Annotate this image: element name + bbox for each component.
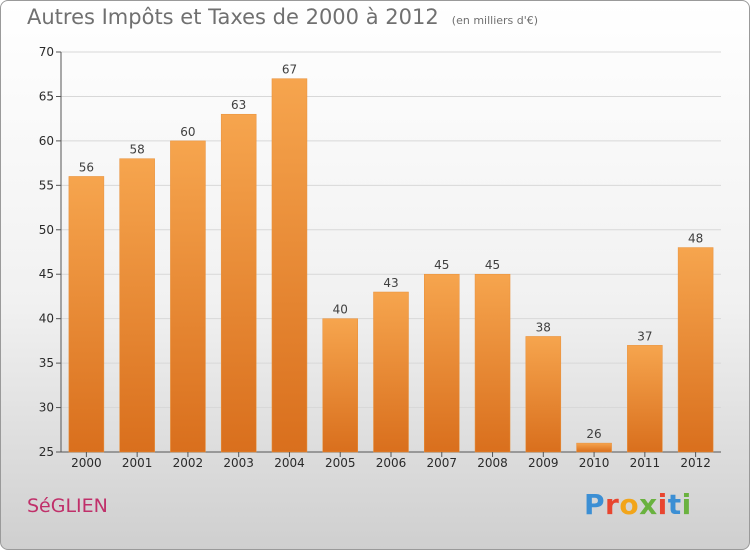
x-tick-label: 2010 (579, 456, 610, 470)
proxiti-logo[interactable]: Proxiti (584, 488, 692, 521)
y-tick-label: 65 (39, 89, 54, 103)
value-label: 37 (637, 329, 652, 343)
bar-2012 (677, 247, 714, 453)
logo-letter: t (667, 488, 682, 521)
chart-title: Autres Impôts et Taxes de 2000 à 2012 (27, 5, 439, 29)
y-tick-label: 70 (39, 45, 54, 59)
bar-2000 (68, 176, 105, 453)
value-label: 58 (130, 143, 145, 157)
bar-2006 (373, 291, 409, 453)
y-tick-label: 35 (39, 356, 54, 370)
logo-letter: x (639, 488, 658, 521)
bar-2008 (474, 273, 511, 453)
value-label: 26 (586, 427, 601, 441)
value-label: 45 (485, 258, 500, 272)
y-tick-label: 25 (39, 445, 54, 459)
value-label: 67 (282, 63, 297, 77)
x-tick-label: 2011 (630, 456, 661, 470)
x-tick-label: 2006 (376, 456, 407, 470)
logo-letter: P (584, 488, 606, 521)
value-label: 63 (231, 98, 246, 112)
logo-letter: i (681, 488, 692, 521)
value-label: 38 (536, 320, 551, 334)
y-tick-label: 60 (39, 134, 54, 148)
bar-2001 (119, 158, 155, 453)
commune-name: SéGLIEN (27, 495, 108, 517)
x-tick-label: 2012 (680, 456, 711, 470)
value-label: 60 (180, 125, 195, 139)
x-tick-label: 2005 (325, 456, 356, 470)
y-tick-label: 30 (39, 401, 54, 415)
title-row: Autres Impôts et Taxes de 2000 à 2012 (e… (27, 5, 538, 29)
x-tick-label: 2007 (426, 456, 457, 470)
bar-2003 (220, 113, 257, 453)
x-tick-label: 2000 (71, 456, 102, 470)
x-tick-label: 2001 (122, 456, 153, 470)
value-label: 40 (333, 303, 348, 317)
x-tick-label: 2008 (477, 456, 508, 470)
x-tick-label: 2003 (223, 456, 254, 470)
bar-2010 (576, 442, 612, 453)
bar-2002 (170, 140, 206, 453)
logo-letter: i (657, 488, 668, 521)
logo-letter: o (619, 488, 640, 521)
bar-2004 (271, 78, 308, 453)
x-tick-label: 2004 (274, 456, 305, 470)
x-tick-label: 2002 (173, 456, 204, 470)
x-tick-label: 2009 (528, 456, 559, 470)
bar-2005 (322, 318, 358, 453)
value-label: 45 (434, 258, 449, 272)
y-tick-label: 50 (39, 223, 54, 237)
logo-letter: r (605, 488, 620, 521)
bar-2009 (525, 336, 562, 453)
y-tick-label: 55 (39, 178, 54, 192)
chart-unit: (en milliers d'€) (451, 14, 539, 27)
y-tick-label: 40 (39, 312, 54, 326)
value-label: 56 (79, 160, 94, 174)
bar-2011 (627, 345, 663, 453)
y-tick-label: 45 (39, 267, 54, 281)
value-label: 48 (688, 232, 703, 246)
value-label: 43 (383, 276, 398, 290)
bar-2007 (424, 273, 460, 453)
